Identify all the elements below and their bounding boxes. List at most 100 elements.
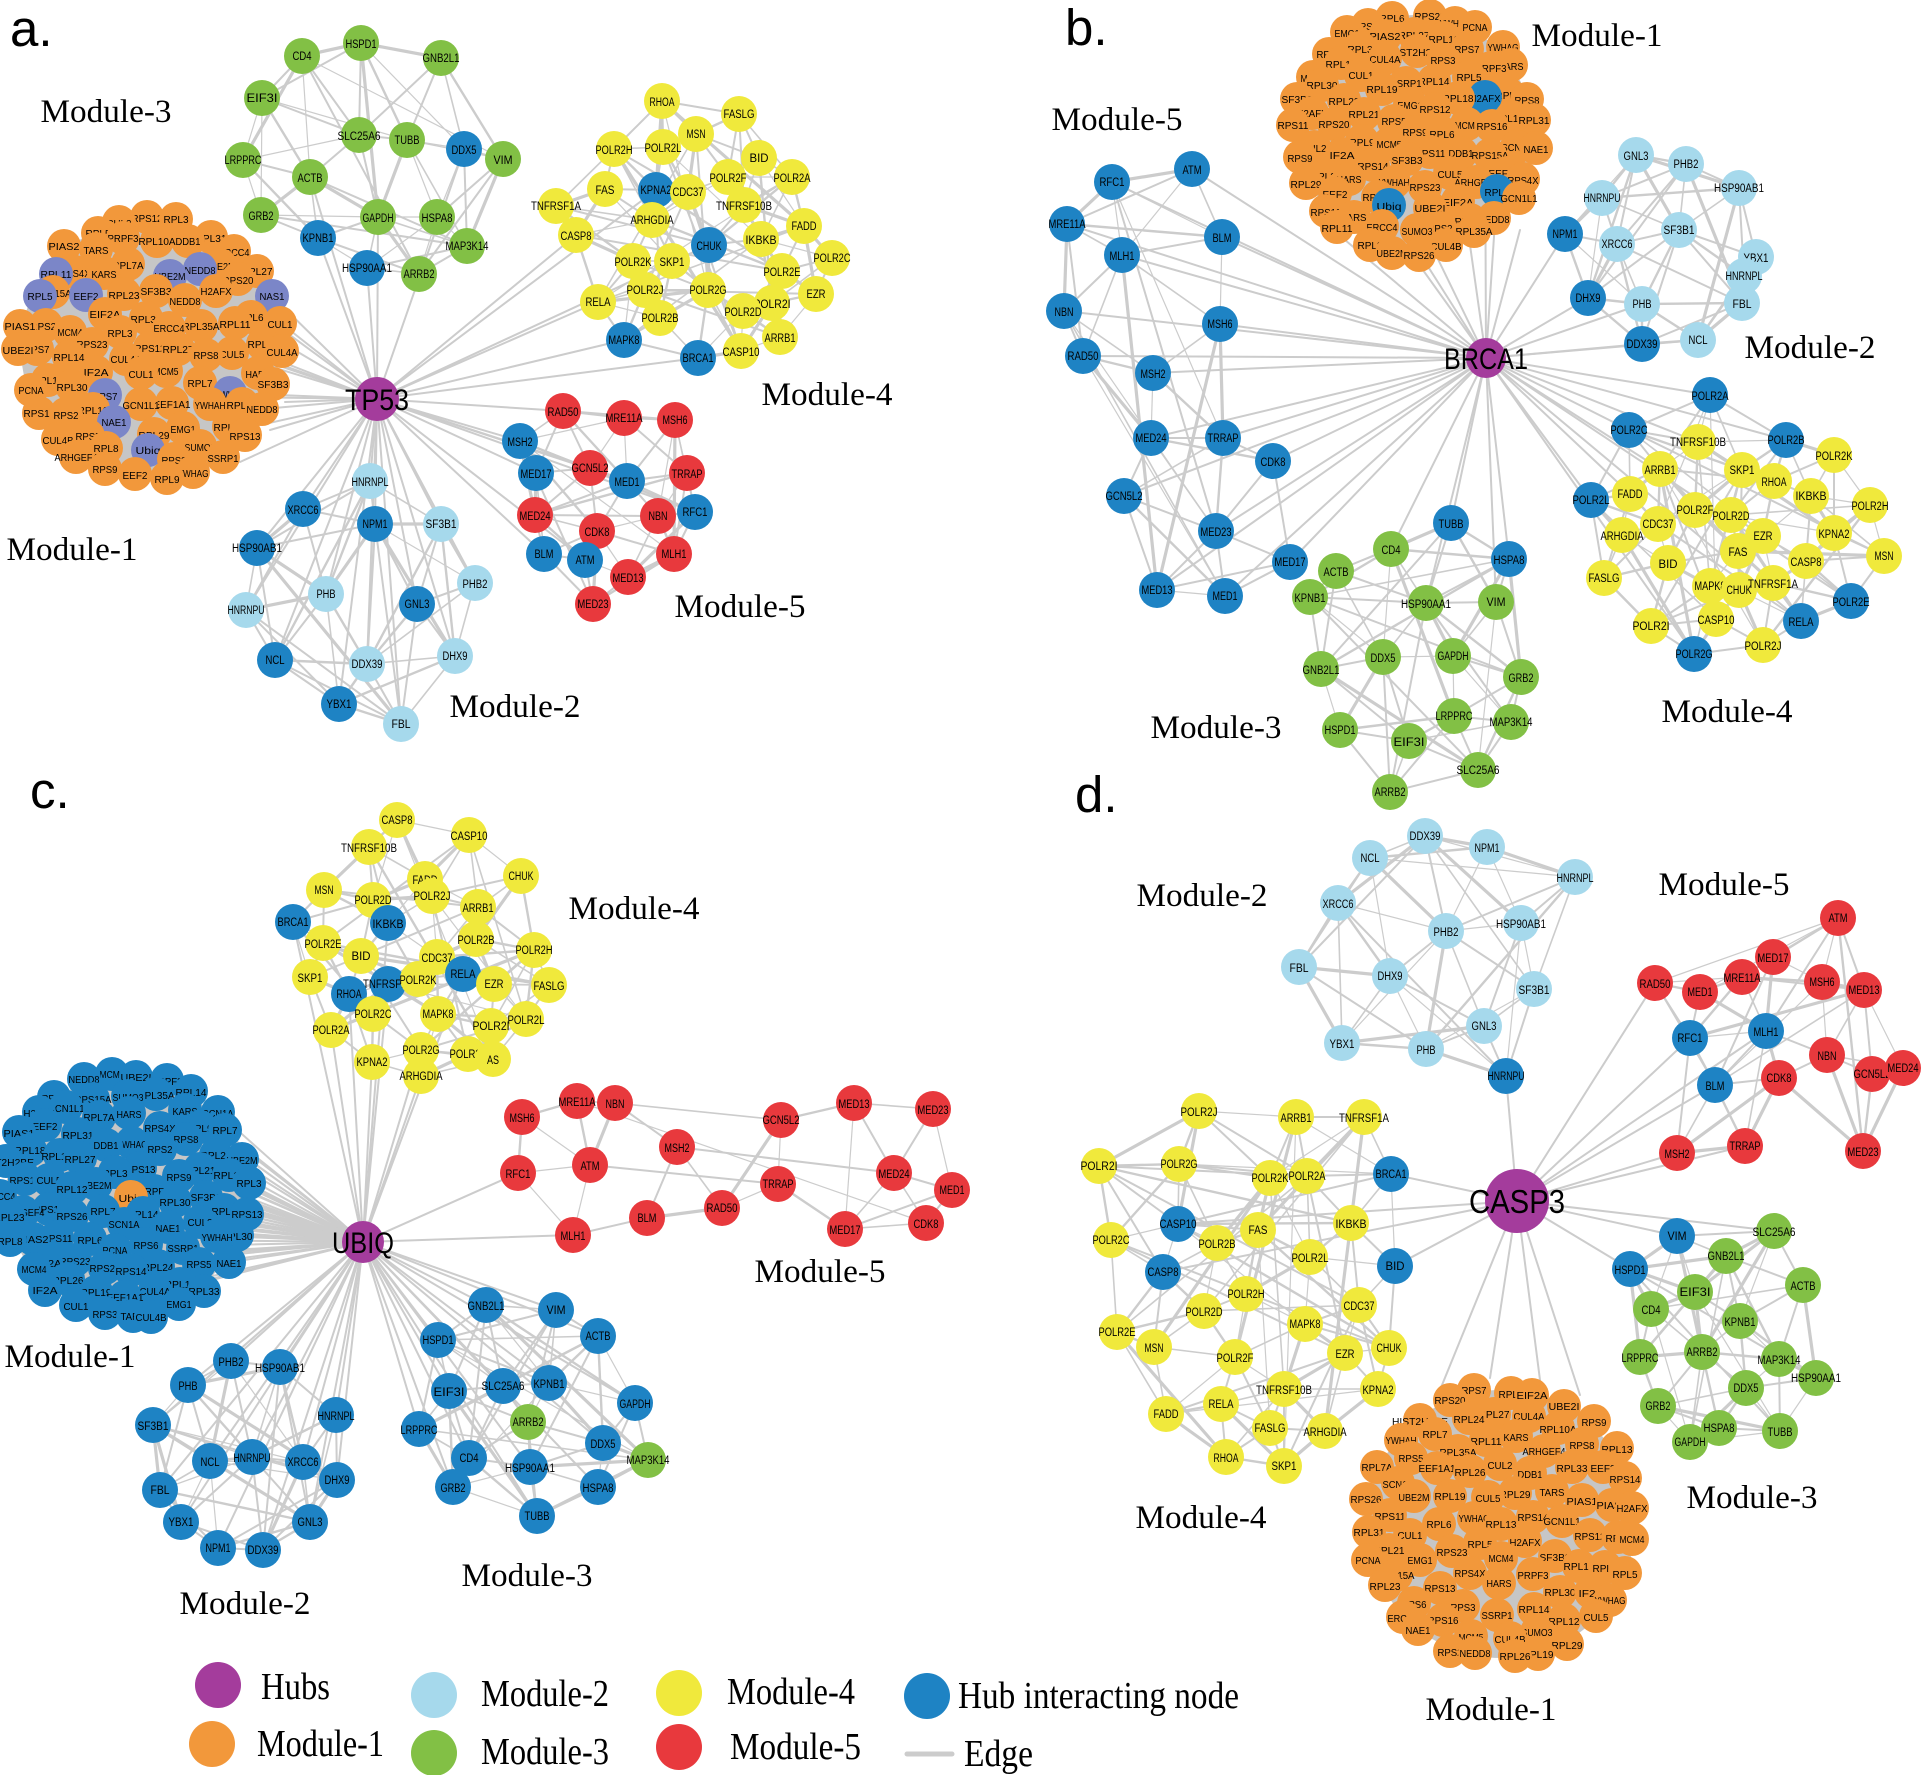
svg-text:RELA: RELA	[586, 297, 611, 309]
svg-text:RPS9: RPS9	[1403, 127, 1428, 139]
svg-text:UBE2M: UBE2M	[1377, 248, 1408, 260]
svg-text:RPL5: RPL5	[28, 291, 53, 303]
svg-text:RPL8: RPL8	[0, 1236, 23, 1248]
svg-text:MED13: MED13	[1142, 585, 1173, 597]
svg-text:CUL1: CUL1	[1349, 70, 1374, 82]
svg-text:GCN1L1: GCN1L1	[48, 1103, 85, 1115]
svg-text:SKP1: SKP1	[660, 257, 685, 269]
svg-text:CUL5: CUL5	[1584, 1612, 1609, 1624]
svg-text:CASP10: CASP10	[723, 347, 760, 359]
svg-text:Module-1: Module-1	[7, 532, 138, 568]
svg-text:RPS20: RPS20	[1435, 1395, 1466, 1407]
svg-text:PCNA: PCNA	[19, 385, 44, 397]
svg-text:HSP90AB1: HSP90AB1	[255, 1363, 305, 1375]
svg-text:FBL: FBL	[151, 1485, 171, 1497]
svg-text:PCNA: PCNA	[1463, 22, 1488, 34]
svg-text:MRE11A: MRE11A	[1724, 973, 1761, 985]
svg-text:MCM4: MCM4	[1620, 1534, 1645, 1546]
svg-text:VIM: VIM	[494, 155, 513, 167]
svg-text:DDB1: DDB1	[1518, 1469, 1543, 1481]
svg-text:MAP3K14: MAP3K14	[446, 241, 489, 253]
svg-text:RPS13: RPS13	[230, 431, 261, 443]
svg-text:H2AFX: H2AFX	[1470, 93, 1501, 105]
svg-text:SKP1: SKP1	[298, 973, 323, 985]
svg-text:MED24: MED24	[1136, 433, 1167, 445]
svg-text:RAD50: RAD50	[1068, 351, 1099, 363]
svg-text:PIAS2: PIAS2	[49, 241, 80, 253]
svg-text:XRCC6: XRCC6	[288, 1457, 319, 1469]
svg-text:Module-3: Module-3	[41, 94, 172, 130]
svg-text:EZR: EZR	[807, 289, 826, 301]
svg-text:MLH1: MLH1	[1110, 251, 1135, 263]
svg-text:PHB2: PHB2	[463, 579, 488, 591]
svg-text:PHB: PHB	[317, 589, 336, 601]
svg-text:CDC37: CDC37	[1643, 519, 1674, 531]
svg-text:RPL31: RPL31	[1354, 1527, 1385, 1539]
svg-text:MED23: MED23	[1201, 527, 1232, 539]
svg-text:XRCC6: XRCC6	[288, 505, 319, 517]
svg-text:POLR2B: POLR2B	[642, 313, 679, 325]
svg-text:ARRB2: ARRB2	[404, 269, 435, 281]
svg-text:DDX5: DDX5	[1371, 653, 1396, 665]
svg-text:RPS14: RPS14	[1610, 1474, 1641, 1486]
svg-text:ARRB2: ARRB2	[1687, 1347, 1718, 1359]
svg-text:DHX9: DHX9	[443, 651, 468, 663]
svg-text:MAPK8: MAPK8	[423, 1009, 454, 1021]
svg-text:RPL23: RPL23	[109, 290, 140, 302]
svg-text:POLR2L: POLR2L	[1573, 495, 1611, 507]
svg-text:GRB2: GRB2	[441, 1483, 466, 1495]
svg-text:ARHGDIA: ARHGDIA	[631, 215, 674, 227]
svg-text:UBE2I: UBE2I	[3, 345, 34, 357]
svg-text:ACTB: ACTB	[1791, 1281, 1816, 1293]
svg-text:BID: BID	[1659, 559, 1678, 571]
svg-text:RPL7: RPL7	[188, 378, 213, 390]
svg-text:ARRB2: ARRB2	[1375, 787, 1406, 799]
svg-text:SF3B1: SF3B1	[1519, 985, 1550, 997]
svg-text:EMG1: EMG1	[167, 1299, 192, 1311]
svg-text:GAPDH: GAPDH	[363, 213, 394, 225]
svg-text:SLC25A6: SLC25A6	[338, 131, 381, 143]
svg-text:BID: BID	[352, 951, 371, 963]
svg-text:MAPK8: MAPK8	[1695, 581, 1726, 593]
svg-text:KPNB1: KPNB1	[1725, 1317, 1756, 1329]
svg-text:CDC37: CDC37	[1344, 1301, 1375, 1313]
svg-text:MED24: MED24	[520, 511, 551, 523]
svg-text:Module-2: Module-2	[1137, 878, 1268, 914]
svg-text:RPS3: RPS3	[93, 1309, 118, 1321]
svg-text:GRB2: GRB2	[249, 211, 274, 223]
svg-text:MAP3K14: MAP3K14	[627, 1455, 670, 1467]
svg-text:FASLG: FASLG	[724, 109, 755, 121]
svg-text:Edge: Edge	[964, 1733, 1033, 1775]
svg-text:PHB2: PHB2	[1674, 159, 1699, 171]
svg-text:ATM: ATM	[581, 1161, 600, 1173]
svg-text:YBX1: YBX1	[327, 699, 352, 711]
svg-text:MSH2: MSH2	[665, 1143, 690, 1155]
svg-text:Hub interacting node: Hub interacting node	[958, 1675, 1239, 1717]
svg-text:GNB2L1: GNB2L1	[1303, 665, 1340, 677]
svg-text:RPS11: RPS11	[1375, 1511, 1406, 1523]
svg-text:KPNA2: KPNA2	[357, 1057, 388, 1069]
svg-text:YWHAH: YWHAH	[202, 1232, 233, 1244]
svg-text:EMG1: EMG1	[1408, 1555, 1433, 1567]
svg-text:RPL5: RPL5	[1613, 1569, 1638, 1581]
svg-text:EZR: EZR	[485, 979, 504, 991]
svg-text:RPS5: RPS5	[1399, 1453, 1424, 1465]
svg-text:SSRP1: SSRP1	[208, 453, 239, 465]
svg-text:CASP10: CASP10	[1160, 1219, 1197, 1231]
svg-text:FAS: FAS	[596, 185, 615, 197]
svg-text:BLM: BLM	[638, 1213, 657, 1225]
svg-text:VIM: VIM	[547, 1305, 566, 1317]
svg-text:CDK8: CDK8	[1767, 1073, 1792, 1085]
svg-text:Module-5: Module-5	[755, 1254, 886, 1290]
svg-text:CUL5: CUL5	[1438, 169, 1463, 181]
svg-text:RHOA: RHOA	[1762, 477, 1787, 489]
svg-text:GCN1L1: GCN1L1	[123, 400, 160, 412]
svg-text:HSPA8: HSPA8	[1494, 555, 1525, 567]
svg-text:GRB2: GRB2	[1646, 1401, 1671, 1413]
svg-text:MAPK8: MAPK8	[1290, 1319, 1321, 1331]
svg-text:ACTB: ACTB	[586, 1331, 611, 1343]
svg-text:RPS13: RPS13	[125, 1164, 156, 1176]
svg-text:HSPD1: HSPD1	[346, 39, 377, 51]
svg-text:POLR2L: POLR2L	[508, 1015, 546, 1027]
svg-text:BRCA1: BRCA1	[683, 353, 714, 365]
